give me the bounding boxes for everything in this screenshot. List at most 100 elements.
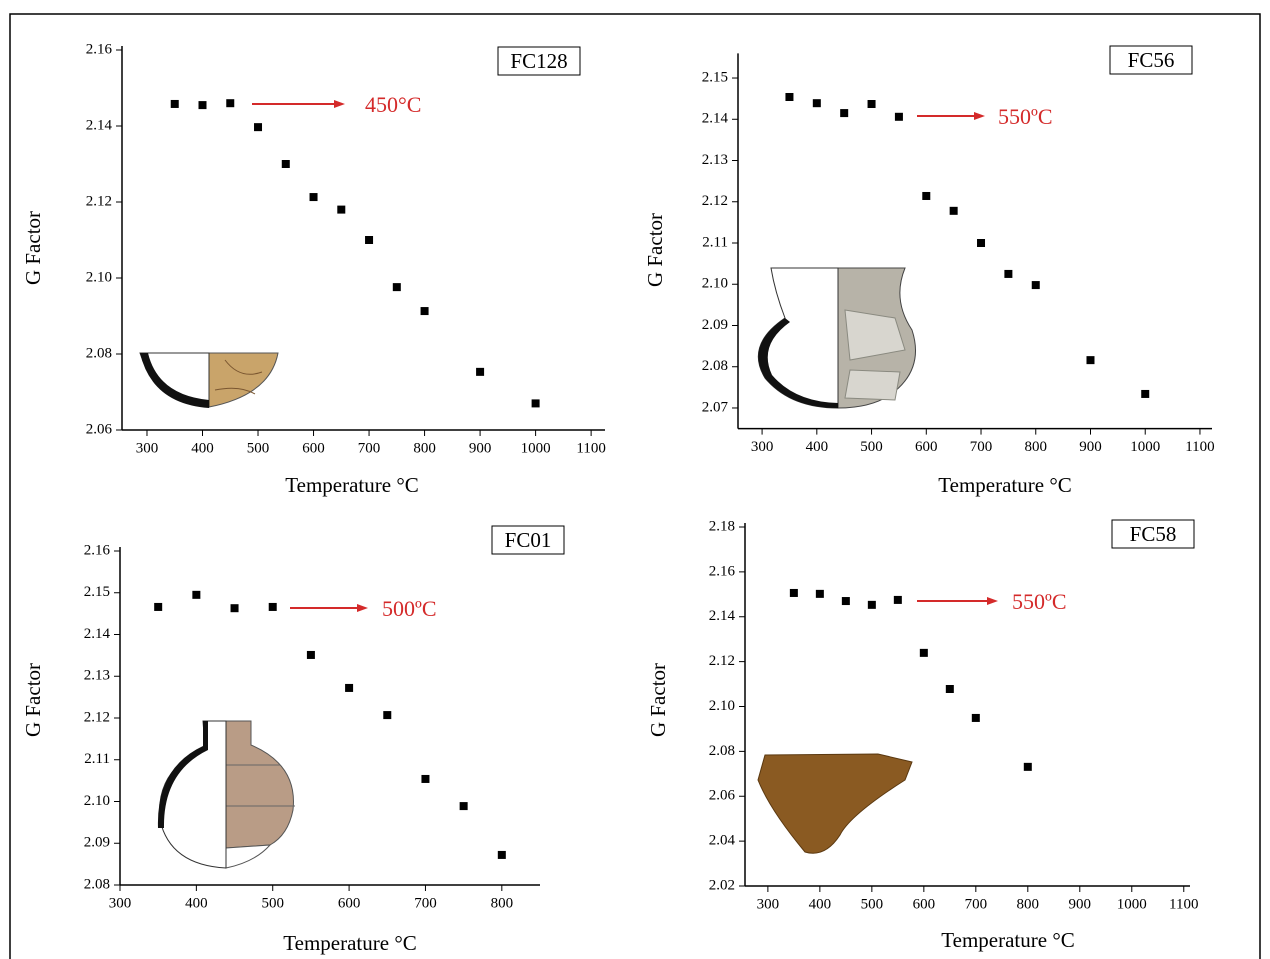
bowl-illustration (139, 352, 279, 408)
y-tick-label: 2.06 (86, 421, 113, 437)
x-tick-label: 1100 (1169, 896, 1198, 912)
y-axis-title: G Factor (646, 663, 670, 737)
sample-label: FC128 (510, 49, 567, 73)
x-tick-label: 400 (806, 439, 829, 455)
x-axis-title: Temperature °C (941, 928, 1074, 952)
data-point (268, 602, 277, 611)
data-point (812, 99, 821, 108)
data-point (1023, 762, 1032, 771)
y-tick-label: 2.14 (84, 626, 111, 642)
data-point (383, 711, 392, 720)
y-tick-label: 2.08 (709, 743, 735, 759)
arrow-head (357, 604, 368, 612)
data-point (922, 191, 931, 200)
x-axis-title: Temperature °C (938, 473, 1071, 497)
arrow-head (334, 100, 345, 108)
data-point (949, 206, 958, 215)
sample-label: FC58 (1130, 522, 1177, 546)
y-tick-label: 2.04 (709, 833, 736, 849)
y-tick-label: 2.12 (84, 709, 110, 725)
data-point (971, 713, 980, 722)
x-tick-label: 600 (302, 440, 325, 456)
x-tick-label: 700 (358, 440, 381, 456)
data-point (192, 590, 201, 599)
x-tick-label: 300 (757, 896, 780, 912)
data-point (421, 774, 430, 783)
x-tick-label: 1000 (1130, 439, 1160, 455)
data-point (815, 589, 824, 598)
data-point (459, 802, 468, 811)
data-point (867, 100, 876, 109)
jar-illustration (757, 267, 916, 409)
y-tick-label: 2.16 (86, 41, 113, 57)
threshold-annotation: 500ºC (382, 596, 437, 621)
data-point (919, 648, 928, 657)
x-tick-label: 1100 (576, 440, 605, 456)
arrow-head (974, 112, 985, 120)
y-tick-label: 2.10 (709, 698, 735, 714)
data-point (893, 595, 902, 604)
data-point (840, 109, 849, 118)
data-point (476, 367, 485, 376)
y-tick-label: 2.16 (84, 542, 111, 558)
data-point (337, 205, 346, 214)
x-tick-label: 800 (1025, 439, 1048, 455)
data-point (531, 399, 540, 408)
data-point (789, 588, 798, 597)
y-tick-label: 2.15 (702, 69, 728, 85)
x-tick-label: 1000 (1117, 896, 1147, 912)
x-tick-label: 300 (136, 440, 159, 456)
data-point (230, 604, 239, 613)
x-tick-label: 700 (970, 439, 993, 455)
data-point (1086, 356, 1095, 365)
x-tick-label: 700 (965, 896, 988, 912)
x-tick-label: 900 (1079, 439, 1102, 455)
x-tick-label: 900 (469, 440, 492, 456)
x-tick-label: 600 (915, 439, 938, 455)
data-point (841, 597, 850, 606)
data-point (1004, 269, 1013, 278)
data-point (281, 160, 290, 168)
data-point (894, 112, 903, 121)
sample-box (1109, 45, 1193, 75)
y-axis-title: G Factor (21, 663, 45, 737)
x-tick-label: 800 (1017, 896, 1040, 912)
x-tick-label: 500 (247, 440, 270, 456)
threshold-annotation: 450°C (365, 92, 421, 117)
data-point (1031, 281, 1040, 290)
data-point (497, 850, 506, 859)
sample-box (1111, 519, 1195, 549)
x-axis-title: Temperature °C (285, 473, 418, 497)
flask-illustration (157, 720, 295, 869)
data-point (170, 99, 179, 108)
x-tick-label: 800 (413, 440, 436, 456)
sample-label: FC01 (505, 528, 552, 552)
data-point (392, 283, 401, 292)
y-tick-label: 2.09 (84, 835, 110, 851)
arrow-head (987, 597, 998, 605)
y-tick-label: 2.16 (709, 563, 736, 579)
x-tick-label: 400 (191, 440, 214, 456)
data-point (785, 92, 794, 101)
data-point (309, 193, 318, 202)
frame (9, 13, 1261, 959)
y-tick-label: 2.06 (709, 788, 736, 804)
data-point (867, 600, 876, 609)
y-axis-title: G Factor (643, 213, 667, 287)
y-tick-label: 2.12 (702, 193, 728, 209)
y-tick-label: 2.07 (702, 399, 729, 415)
x-tick-label: 300 (751, 439, 774, 455)
x-tick-label: 700 (414, 895, 437, 911)
x-tick-label: 600 (913, 896, 936, 912)
x-tick-label: 400 (185, 895, 208, 911)
x-tick-label: 1100 (1185, 439, 1214, 455)
y-tick-label: 2.14 (86, 117, 113, 133)
y-tick-label: 2.14 (702, 111, 729, 127)
data-point (420, 307, 429, 316)
y-tick-label: 2.12 (709, 653, 735, 669)
y-tick-label: 2.18 (709, 518, 735, 534)
y-tick-label: 2.15 (84, 584, 110, 600)
data-point (254, 123, 263, 132)
y-tick-label: 2.09 (702, 317, 728, 333)
